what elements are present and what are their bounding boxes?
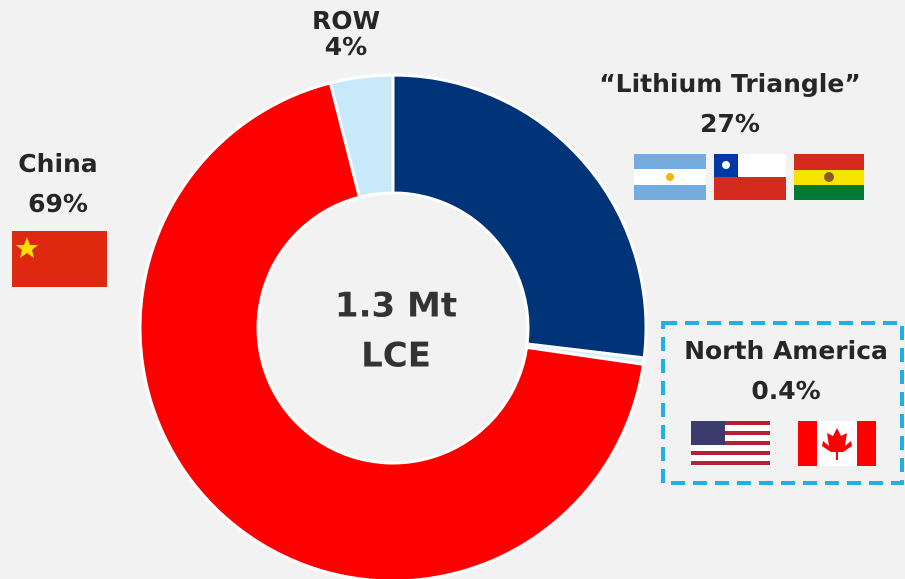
slices bbox=[138, 73, 648, 579]
center-label: 1.3 Mt bbox=[335, 286, 457, 326]
slice bbox=[138, 81, 646, 579]
value-label: 4% bbox=[325, 32, 367, 61]
flag-chile bbox=[714, 154, 786, 200]
category-label: “Lithium Triangle” bbox=[599, 69, 861, 98]
flag-china bbox=[12, 231, 107, 287]
center-label: LCE bbox=[361, 336, 431, 376]
value-label: 69% bbox=[28, 189, 88, 218]
category-label: ROW bbox=[312, 6, 380, 35]
flag-canada bbox=[798, 421, 876, 466]
highlight-box bbox=[661, 321, 904, 485]
slice bbox=[328, 73, 395, 200]
value-label: 27% bbox=[700, 109, 760, 138]
category-label: North America bbox=[684, 336, 888, 365]
flag-usa bbox=[691, 421, 770, 466]
category-label: China bbox=[18, 149, 97, 178]
value-label: 0.4% bbox=[751, 376, 820, 405]
flag-argentina bbox=[634, 154, 706, 200]
slice bbox=[391, 73, 648, 360]
flag-bolivia bbox=[794, 154, 864, 200]
